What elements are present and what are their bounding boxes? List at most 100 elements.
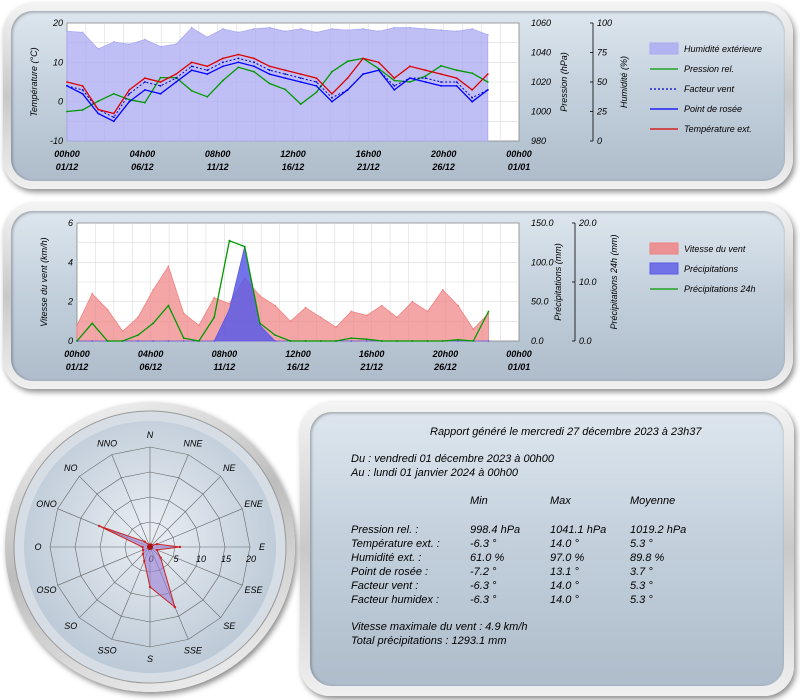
data-point [106, 340, 109, 342]
y-left-tick: 0 [58, 97, 63, 107]
x-tick-date: 21/12 [356, 162, 380, 172]
x-tick-date: 16/12 [287, 362, 310, 372]
data-point [424, 77, 427, 79]
y-left-tick: 20 [52, 18, 63, 28]
data-point [284, 69, 287, 72]
data-point [426, 340, 429, 342]
data-point [486, 89, 489, 91]
x-tick-date: 21/12 [359, 362, 383, 372]
rose-data-point [155, 548, 159, 552]
data-point [350, 337, 353, 339]
data-point [121, 330, 124, 333]
data-point [76, 324, 78, 327]
data-point [471, 96, 474, 99]
data-point [128, 89, 131, 91]
data-point [144, 89, 146, 91]
data-point [66, 81, 68, 83]
data-point [159, 45, 162, 48]
y-right2-tick: 100 [597, 18, 612, 28]
rose-data-point [159, 556, 162, 559]
data-point [274, 304, 276, 307]
data-point [190, 69, 193, 72]
legend-swatch-0 [649, 242, 679, 255]
stat-label: Température ext. : [351, 538, 440, 550]
rose-direction-label: ONO [36, 499, 57, 509]
y-left-tick: 6 [68, 218, 73, 228]
data-point [315, 81, 318, 83]
data-point [97, 48, 100, 50]
series-area-0 [66, 27, 489, 142]
stat-max: 14.0 ° [550, 580, 579, 592]
rose-data-point [178, 545, 182, 549]
y-left-label: Vitesse du vent (km/h) [39, 237, 49, 326]
data-point [137, 340, 139, 342]
data-point [253, 28, 255, 30]
data-point [315, 31, 318, 34]
stat-avg: 89.8 % [630, 552, 665, 564]
rose-data-point [98, 524, 101, 528]
data-point [377, 69, 380, 72]
data-point [377, 61, 380, 64]
data-point [472, 328, 475, 331]
data-point [411, 340, 414, 342]
data-point [377, 30, 380, 33]
data-point [81, 92, 84, 95]
rose-spoke [111, 454, 151, 548]
legend-label-2: Facteur vent [684, 84, 735, 94]
rose-direction-label: ENE [244, 499, 264, 509]
data-point [274, 340, 276, 342]
data-point [362, 57, 364, 60]
column-header-max: Max [550, 495, 571, 507]
rose-spoke [79, 476, 151, 548]
data-point [182, 337, 185, 339]
data-point [396, 316, 398, 319]
rose-center-dot [147, 544, 153, 550]
data-point [289, 320, 292, 323]
data-point [91, 322, 94, 325]
data-point [144, 81, 146, 83]
x-tick-time: 12h00 [285, 349, 311, 359]
data-point [380, 304, 383, 307]
report-wind-max: Vitesse maximale du vent : 4.9 km/h [351, 621, 528, 633]
data-point [304, 340, 307, 342]
stat-max: 14.0 ° [550, 594, 579, 606]
data-point [152, 289, 155, 291]
stat-label: Humidité ext. : [351, 552, 422, 564]
data-point [440, 81, 442, 83]
data-point [486, 81, 489, 83]
data-point [304, 306, 307, 309]
data-point [409, 77, 411, 79]
data-point [268, 26, 271, 29]
data-point [222, 65, 224, 68]
data-point [175, 73, 178, 75]
x-tick-time: 00h00 [506, 149, 532, 159]
data-point [365, 314, 368, 317]
data-point [350, 340, 353, 342]
x-tick-date: 26/12 [433, 362, 457, 372]
data-point [393, 85, 396, 87]
rose-data-point [143, 540, 146, 543]
x-tick-date: 01/01 [508, 362, 531, 372]
series-line-3 [66, 61, 489, 123]
y-left-tick: 10 [53, 57, 63, 67]
data-point [159, 76, 162, 79]
legend-label-3: Point de rosée [684, 104, 742, 114]
wind-precipitation-chart: 6 4 2 0 150.0 100.0 50.0 0.0 20.0 10.0 0.0 Vitesse … [39, 218, 756, 372]
data-point [455, 69, 458, 72]
data-point [441, 289, 444, 291]
data-point [457, 338, 459, 341]
report-header: Rapport généré le mercredi 27 décembre 2… [430, 426, 702, 438]
y-right-tick: 1040 [531, 48, 551, 58]
stat-max: 13.1 ° [550, 566, 579, 578]
stat-label: Facteur vent : [351, 580, 419, 592]
data-point [81, 31, 84, 34]
data-point [128, 100, 131, 103]
y-right2-tick: 25 [596, 107, 608, 117]
data-point [253, 61, 255, 64]
x-tick-date: 01/12 [56, 162, 79, 172]
data-point [182, 340, 185, 342]
stat-max: 97.0 % [550, 552, 585, 564]
data-point [426, 310, 429, 313]
wind-rose-chart: NNNENEENEEESESESSESSSOSOOSOOONONONNO0510… [13, 410, 287, 684]
data-point [175, 81, 178, 83]
